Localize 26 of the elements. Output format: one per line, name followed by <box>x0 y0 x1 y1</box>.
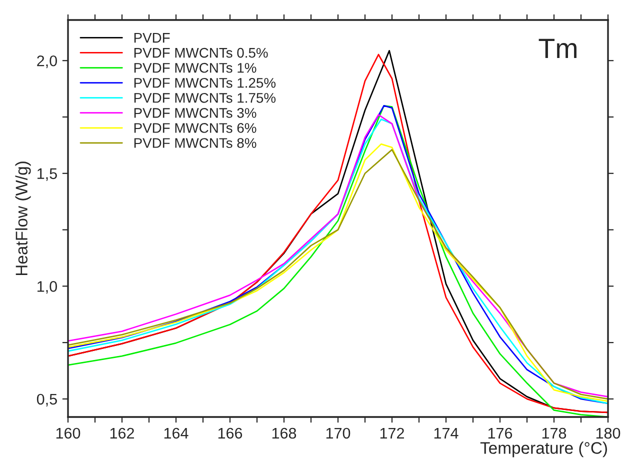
x-tick-label: 180 <box>596 428 620 439</box>
legend-label: PVDF MWCNTs 6% <box>134 123 256 133</box>
x-tick-label: 168 <box>272 428 296 439</box>
legend-label: PVDF <box>134 33 170 43</box>
legend-label: PVDF MWCNTs 8% <box>134 138 256 148</box>
legend-label: PVDF MWCNTs 1.25% <box>134 78 276 88</box>
y-tick-label: 2,0 <box>37 55 57 68</box>
x-axis-title: Temperature (°C) <box>480 442 607 458</box>
legend-label: PVDF MWCNTs 1% <box>134 62 256 73</box>
x-tick-label: 172 <box>380 428 404 438</box>
legend-label: PVDF MWCNTs 1.75% <box>134 92 276 103</box>
y-axis-title: HeatFlow (W/g) <box>15 162 31 276</box>
x-tick-label: 166 <box>218 428 242 439</box>
y-tick-label: 1,0 <box>38 281 57 294</box>
x-tick-label: 162 <box>110 428 134 439</box>
x-tick-label: 164 <box>164 428 188 439</box>
x-tick-label: 160 <box>56 428 80 439</box>
x-tick-label: 178 <box>542 428 566 439</box>
x-tick-label: 174 <box>434 428 458 438</box>
legend-label: PVDF MWCNTs 0.5% <box>134 48 268 58</box>
y-tick-label: 1,5 <box>38 168 57 181</box>
x-tick-label: 170 <box>326 428 350 439</box>
annotation: Tm <box>538 38 576 58</box>
x-tick-label: 176 <box>488 428 512 439</box>
legend-label: PVDF MWCNTs 3% <box>134 108 256 118</box>
y-tick-label: 0,5 <box>36 394 57 406</box>
